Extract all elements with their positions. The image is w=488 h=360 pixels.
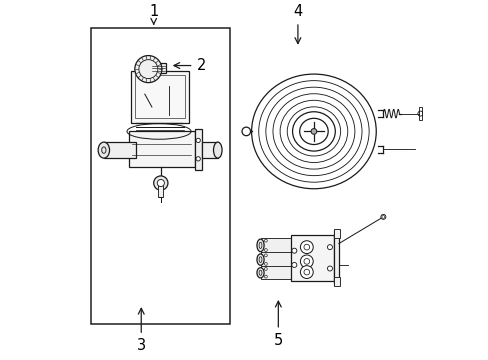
Ellipse shape [256, 254, 264, 265]
Text: 2: 2 [174, 58, 205, 73]
Circle shape [327, 245, 332, 249]
Bar [260, 238, 297, 253]
Text: 4: 4 [293, 4, 302, 44]
Bar [333, 278, 339, 286]
Circle shape [157, 180, 164, 186]
Bar [194, 129, 202, 170]
Bar [418, 107, 421, 120]
Bar [103, 142, 136, 158]
Ellipse shape [299, 118, 327, 144]
Ellipse shape [256, 267, 264, 278]
Ellipse shape [213, 142, 222, 158]
Text: 5: 5 [273, 301, 283, 348]
Bar [290, 235, 333, 281]
Circle shape [304, 269, 309, 275]
Circle shape [304, 244, 309, 250]
Text: 1: 1 [149, 4, 158, 19]
Bar [333, 229, 339, 238]
Bar [158, 184, 163, 197]
Circle shape [242, 127, 250, 136]
Circle shape [196, 157, 200, 161]
Circle shape [327, 266, 332, 271]
Ellipse shape [292, 112, 335, 151]
Circle shape [196, 138, 200, 143]
Ellipse shape [256, 239, 264, 252]
Bar [130, 71, 189, 122]
Circle shape [300, 241, 313, 253]
Bar [128, 131, 194, 167]
Circle shape [135, 55, 162, 83]
Ellipse shape [251, 74, 375, 189]
Bar [260, 266, 297, 279]
Circle shape [291, 248, 296, 253]
Bar [135, 75, 184, 118]
Bar [202, 142, 217, 158]
Circle shape [380, 214, 385, 219]
Bar [150, 63, 165, 73]
Bar [260, 252, 297, 267]
Bar [91, 28, 230, 324]
Ellipse shape [98, 142, 109, 158]
Circle shape [300, 255, 313, 268]
Circle shape [310, 129, 316, 134]
Circle shape [300, 266, 313, 279]
Circle shape [153, 176, 167, 190]
Circle shape [304, 258, 309, 264]
Circle shape [291, 262, 296, 267]
Text: 3: 3 [136, 308, 145, 353]
Bar [333, 230, 338, 285]
